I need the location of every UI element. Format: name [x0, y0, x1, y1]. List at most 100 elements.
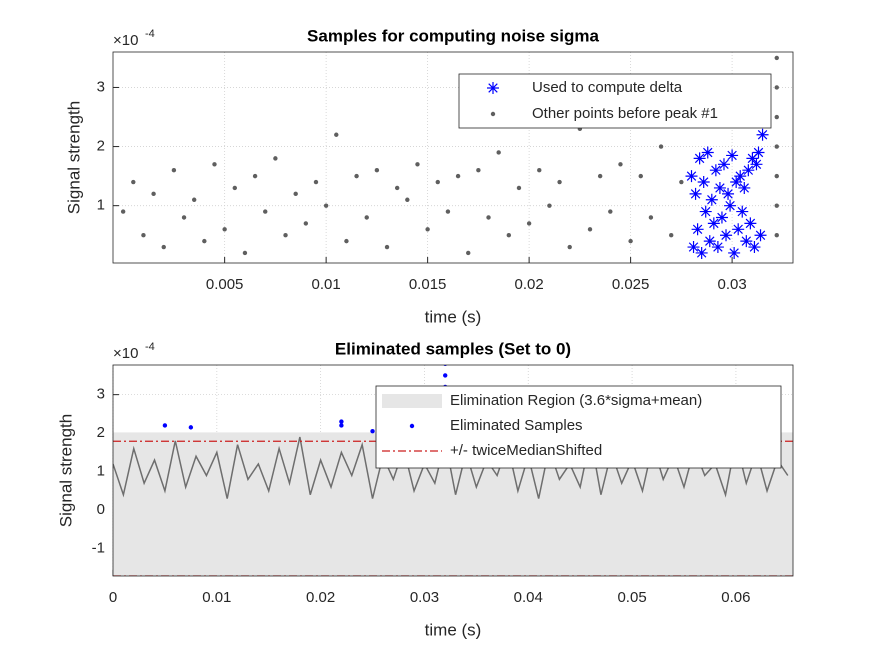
dot-marker: [415, 162, 420, 167]
dot-marker: [669, 233, 674, 238]
legend-box: [458, 73, 772, 129]
dot-marker: [608, 209, 613, 214]
dot-marker: [618, 162, 623, 167]
dot-marker: [283, 233, 288, 238]
dot-marker: [222, 227, 227, 232]
exponent-base: ×10: [113, 345, 138, 362]
star-marker: [687, 241, 700, 254]
y-axis-label: Signal strength: [64, 101, 83, 214]
dot-marker: [242, 250, 248, 256]
dot-marker: [405, 197, 410, 202]
legend: Used to compute delta Other points before…: [458, 73, 772, 129]
y-tick-label: 2: [97, 424, 105, 441]
y-tick-label: 3: [97, 386, 105, 403]
star-marker: [695, 246, 708, 259]
star-marker: [711, 241, 724, 254]
x-tick-label: 0.05: [617, 589, 646, 606]
dot-marker: [151, 191, 156, 197]
star-marker: [748, 241, 761, 254]
dot-marker: [202, 238, 207, 244]
star-marker: [701, 146, 714, 159]
chart-title: Eliminated samples (Set to 0): [335, 339, 571, 358]
dot-marker: [344, 238, 349, 244]
dot-marker: [774, 144, 779, 149]
dot-marker: [774, 203, 779, 208]
star-marker: [744, 217, 757, 230]
dot-marker: [232, 185, 237, 191]
dot-marker: [323, 203, 329, 208]
dot-marker: [354, 173, 359, 179]
legend-label: Elimination Region (3.6*sigma+mean): [450, 392, 702, 409]
star-marker: [724, 199, 737, 212]
y-tick-label: 2: [97, 138, 105, 155]
x-tick-label: 0.02: [306, 589, 335, 606]
dot-marker: [443, 373, 448, 378]
star-marker: [699, 205, 712, 218]
dot-marker: [394, 185, 400, 191]
exponent-base: ×10: [113, 32, 138, 49]
exponent: -4: [145, 341, 155, 353]
star-marker: [750, 158, 763, 171]
y-tick-label: 0: [97, 501, 105, 518]
plot-content: [120, 55, 779, 259]
dot-marker: [486, 215, 491, 220]
dot-marker: [597, 173, 603, 179]
dot-marker: [273, 156, 278, 161]
axes-frame: [112, 51, 794, 264]
star-marker: [717, 158, 730, 171]
dot-marker: [435, 179, 440, 185]
dot-marker: [370, 429, 375, 434]
star-marker: [746, 152, 759, 165]
dot-marker: [466, 250, 471, 256]
axes: 0.005 0.01 0.015 0.02 0.025 0.03 1 2 3 Samples fo…: [64, 26, 794, 326]
dot-marker: [648, 215, 654, 220]
dot-marker: [774, 55, 779, 61]
star-marker: [707, 217, 720, 230]
x-axis-label: time (s): [425, 620, 482, 639]
x-tick-label: 0.06: [721, 589, 750, 606]
x-tick-label: 0.01: [312, 276, 341, 293]
dot-marker: [774, 114, 779, 120]
legend-label: Used to compute delta: [532, 79, 683, 96]
star-marker: [715, 211, 728, 224]
dot-marker: [537, 168, 542, 173]
dot-marker: [658, 144, 664, 149]
dot-marker: [293, 191, 298, 197]
star-marker: [689, 187, 702, 200]
dot-marker: [161, 244, 166, 250]
star-marker: [722, 187, 735, 200]
dot-marker: [339, 423, 344, 428]
legend-swatch: [487, 82, 499, 94]
dot-marker: [263, 209, 268, 214]
dot-marker: [303, 221, 309, 226]
dot-marker: [364, 215, 369, 220]
dot-marker: [445, 209, 451, 214]
star-marker: [709, 164, 722, 177]
dot-marker: [587, 227, 593, 232]
dot-marker: [425, 227, 430, 232]
x-tick-label: 0.03: [718, 276, 747, 293]
star-marker: [713, 181, 726, 194]
dot-marker: [212, 162, 217, 167]
star-marker: [726, 149, 739, 162]
star-marker: [697, 176, 710, 189]
x-tick-label: 0: [109, 589, 117, 606]
dot-marker: [455, 173, 461, 179]
x-axis-label: time (s): [425, 307, 482, 326]
legend-swatch: [409, 423, 415, 429]
legend-label: +/- twiceMedianShifted: [450, 442, 602, 459]
dot-marker: [506, 233, 512, 238]
legend-swatch: [382, 394, 442, 408]
star-marker: [728, 246, 741, 259]
dot-marker: [313, 179, 319, 185]
dot-marker: [476, 168, 481, 173]
star-marker: [752, 146, 765, 159]
star-marker: [705, 193, 718, 206]
dot-marker: [496, 150, 501, 155]
star-marker: [730, 176, 743, 189]
dot-marker: [334, 132, 339, 137]
star-marker: [754, 229, 767, 242]
y-axis-label: Signal strength: [56, 414, 75, 527]
dot-marker: [384, 244, 390, 250]
dot-marker: [120, 209, 126, 214]
